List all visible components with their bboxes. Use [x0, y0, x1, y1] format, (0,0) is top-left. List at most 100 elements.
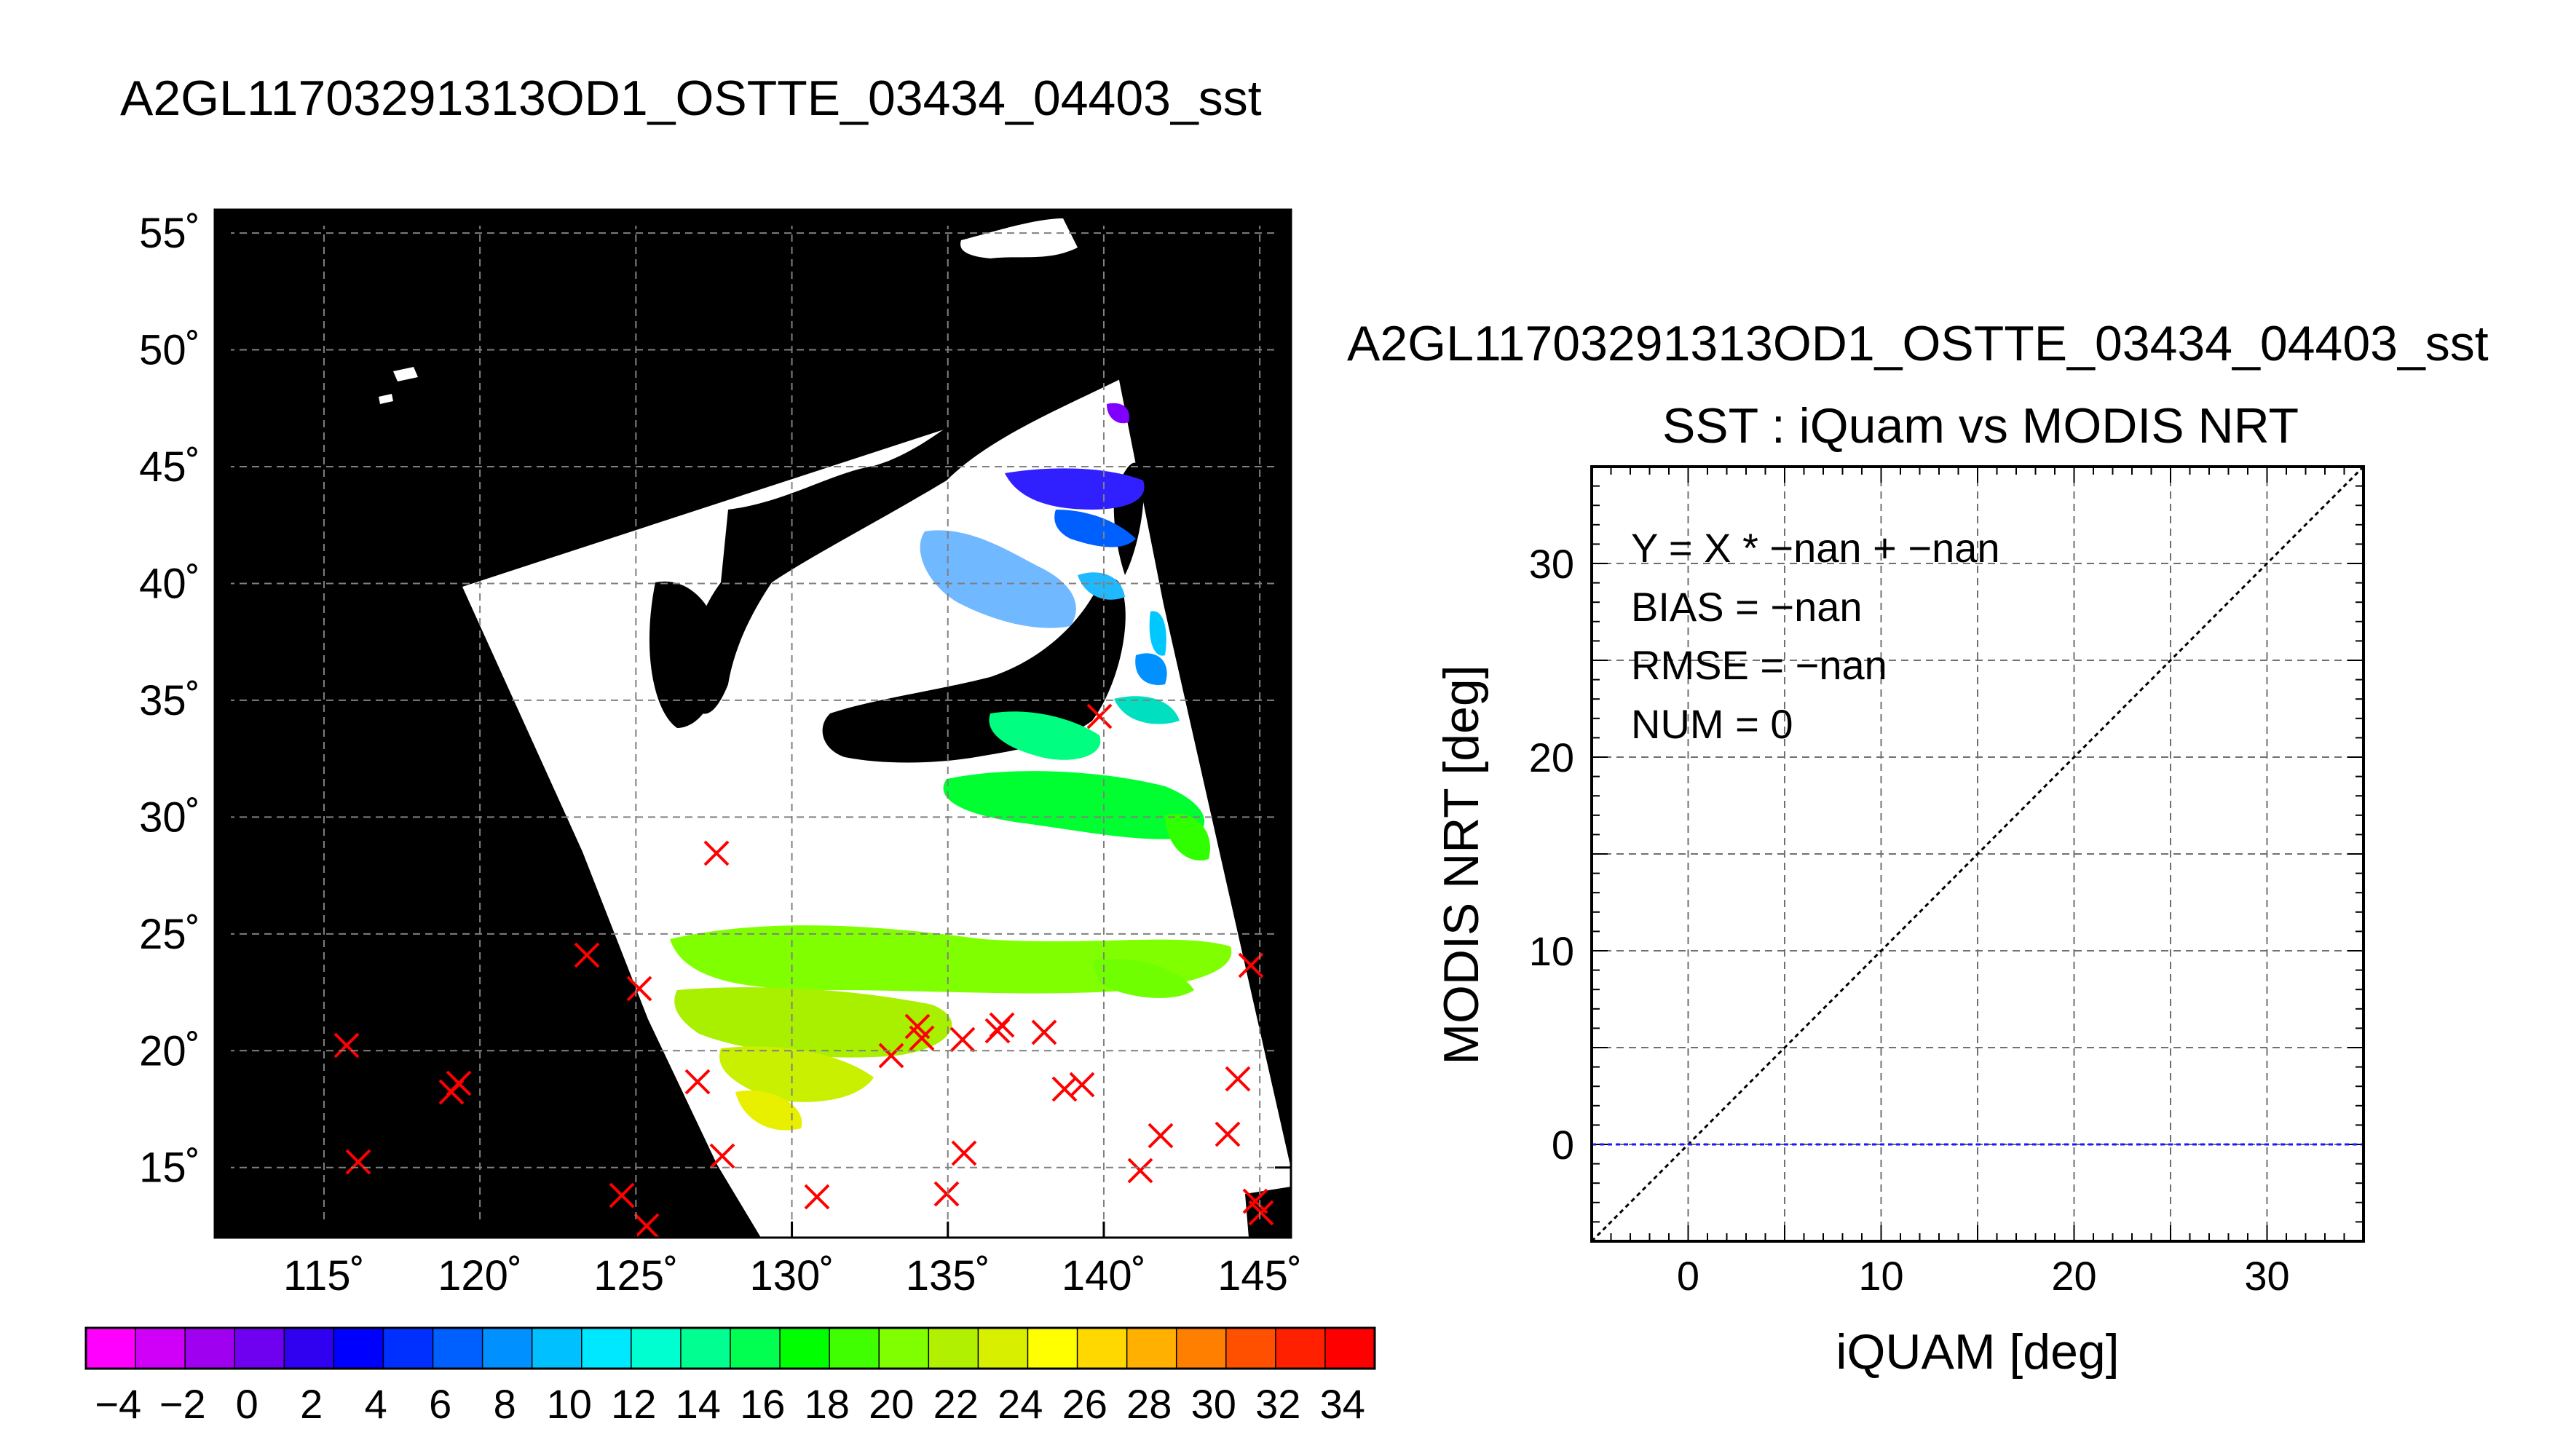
colorbar-label: 24	[998, 1381, 1043, 1427]
colorbar-segment	[433, 1328, 483, 1369]
lon-tick-label: 115˚	[283, 1252, 365, 1299]
buoy-marker	[684, 1069, 711, 1095]
colorbar-segment	[631, 1328, 682, 1369]
buoy-marker	[1069, 1072, 1095, 1098]
buoy-marker	[949, 1026, 976, 1053]
buoy-marker	[446, 1070, 472, 1096]
colorbar-label: −4	[95, 1381, 141, 1427]
colorbar-frame	[84, 1326, 1376, 1370]
small-island	[379, 394, 393, 404]
colorbar-segment	[532, 1328, 583, 1369]
stats-box: Y = X * −nan + −nan BIAS = −nan RMSE = −…	[1631, 525, 2000, 747]
colorbar-label: 34	[1320, 1381, 1365, 1427]
map-frame	[213, 208, 1292, 1239]
buoy-marker	[989, 1012, 1015, 1038]
lat-tick-label: 20˚	[139, 1027, 200, 1075]
buoy-marker	[1225, 1066, 1251, 1092]
buoy-marker	[1127, 1158, 1153, 1184]
colorbar-segment	[234, 1328, 285, 1369]
buoy-markers	[333, 703, 1274, 1238]
buoy-marker	[1148, 1123, 1174, 1149]
lon-tick-label: 145˚	[1217, 1252, 1302, 1299]
buoy-marker	[933, 1181, 960, 1207]
lat-tick-label: 55˚	[139, 210, 200, 257]
lat-tick-label: 35˚	[139, 677, 200, 724]
lat-tick-label: 50˚	[139, 327, 200, 374]
colorbar-label: 26	[1062, 1381, 1107, 1427]
lat-tick-label: 40˚	[139, 560, 200, 607]
colorbar-segment	[829, 1328, 880, 1369]
colorbar-segment	[1275, 1328, 1326, 1369]
colorbar-label: 14	[676, 1381, 721, 1427]
y-tick-label: 20	[1529, 735, 1574, 780]
buoy-marker	[1238, 952, 1264, 978]
buoy-marker	[951, 1140, 977, 1166]
x-tick-label: 20	[2051, 1253, 2096, 1299]
colorbar-label: 20	[869, 1381, 914, 1427]
lon-tick-label: 125˚	[593, 1252, 678, 1299]
stats-rmse: RMSE = −nan	[1631, 642, 1887, 688]
colorbar-segment	[1176, 1328, 1227, 1369]
y-axis-label: MODIS NRT [deg]	[1434, 665, 1489, 1064]
buoy-marker	[804, 1184, 830, 1210]
buoy-marker	[1215, 1121, 1241, 1147]
colorbar-segment	[879, 1328, 929, 1369]
buoy-marker	[703, 840, 730, 866]
colorbar-segment	[680, 1328, 731, 1369]
colorbar-segment	[135, 1328, 186, 1369]
colorbar-segment	[1077, 1328, 1128, 1369]
x-axis-label: iQUAM [deg]	[1836, 1324, 2119, 1380]
buoy-marker	[1031, 1019, 1057, 1045]
buoy-marker	[633, 1213, 660, 1238]
colorbar-segment	[780, 1328, 830, 1369]
colorbar-label: 22	[933, 1381, 979, 1427]
colorbar-segment	[581, 1328, 632, 1369]
y-tick-label: 10	[1529, 928, 1574, 974]
lat-tick-label: 25˚	[139, 911, 200, 958]
scatter-frame	[1590, 465, 2365, 1243]
colorbar-segment	[482, 1328, 533, 1369]
colorbar-label: 16	[740, 1381, 785, 1427]
colorbar-label: 0	[236, 1381, 258, 1427]
colorbar-segment	[978, 1328, 1029, 1369]
colorbar-label: 6	[429, 1381, 451, 1427]
colorbar-segment	[86, 1328, 136, 1369]
colorbar-label: 8	[494, 1381, 516, 1427]
map-grid	[215, 210, 1291, 1238]
one-to-one-line	[1590, 465, 2365, 1243]
scatter-file-title: A2GL11703291313OD1_OSTTE_03434_04403_sst	[1347, 316, 2489, 371]
colorbar-label: 12	[611, 1381, 656, 1427]
scatter-title: SST : iQuam vs MODIS NRT	[1662, 398, 2299, 454]
colorbar-segment	[1126, 1328, 1177, 1369]
buoy-marker	[878, 1042, 904, 1069]
lat-tick-label: 30˚	[139, 794, 200, 841]
lon-tick-label: 130˚	[750, 1252, 834, 1299]
stats-bias: BIAS = −nan	[1631, 584, 1863, 630]
stats-num: NUM = 0	[1631, 701, 1793, 747]
stats-fit: Y = X * −nan + −nan	[1631, 525, 2000, 571]
y-tick-labels: 0 10 20 30	[1529, 541, 1574, 1168]
x-tick-labels: 0 10 20 30	[1677, 1253, 2290, 1299]
hokkaido-island	[960, 218, 1078, 258]
colorbar-label: 32	[1255, 1381, 1300, 1427]
colorbar-segment	[185, 1328, 235, 1369]
lat-tick-labels: 55˚ 50˚ 45˚ 40˚ 35˚ 30˚ 25˚ 20˚ 15˚	[139, 210, 200, 1192]
colorbar-segment	[1225, 1328, 1276, 1369]
colorbar-segment	[1027, 1328, 1078, 1369]
colorbar-label: 28	[1126, 1381, 1172, 1427]
colorbar-label: −2	[159, 1381, 206, 1427]
x-tick-label: 30	[2244, 1253, 2289, 1299]
colorbar-segment	[1324, 1328, 1375, 1369]
sst-map: 55˚ 50˚ 45˚ 40˚ 35˚ 30˚ 25˚ 20˚ 15˚ 115˚ 120˚ 125˚…	[139, 208, 1302, 1299]
sst-colorbar	[84, 1326, 1376, 1370]
colorbar-label: 4	[365, 1381, 387, 1427]
y-tick-label: 0	[1552, 1122, 1574, 1168]
x-tick-label: 0	[1677, 1253, 1699, 1299]
buoy-marker	[1086, 703, 1113, 729]
colorbar-label: 10	[547, 1381, 592, 1427]
buoy-marker	[1051, 1076, 1078, 1102]
colorbar-segment	[333, 1328, 384, 1369]
y-tick-label: 30	[1529, 541, 1574, 587]
colorbar-segment	[730, 1328, 781, 1369]
